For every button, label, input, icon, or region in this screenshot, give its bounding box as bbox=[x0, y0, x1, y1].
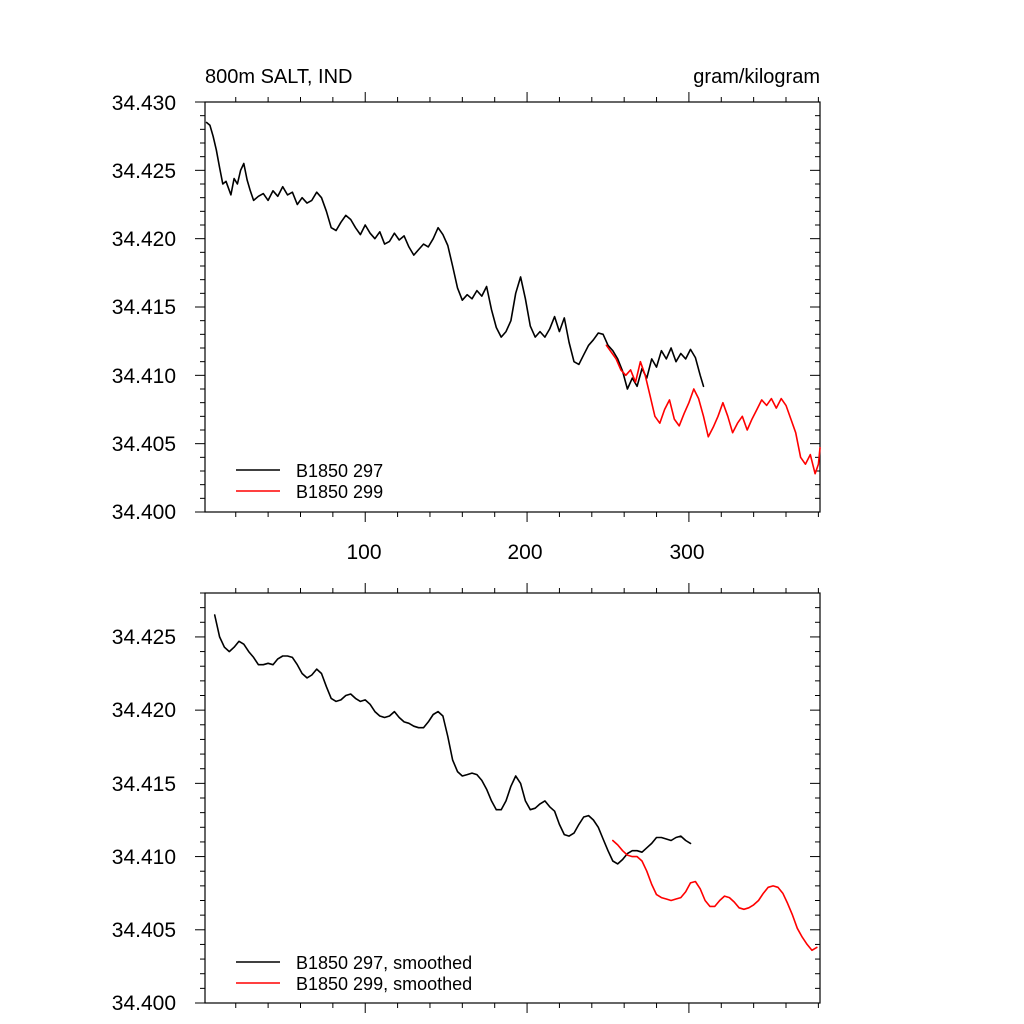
top-series-b1850-299-line bbox=[605, 344, 821, 475]
top-ytick-label-1: 34.405 bbox=[112, 433, 176, 456]
bottom-panel: 34.400 34.405 34.410 34.415 34.420 34.42… bbox=[112, 583, 821, 1015]
bottom-ytick-label-5: 34.425 bbox=[112, 626, 176, 649]
bottom-axis-ticks bbox=[195, 583, 820, 1013]
top-axis-ticks bbox=[195, 92, 820, 522]
top-legend-label-299: B1850 299 bbox=[296, 482, 383, 502]
top-ytick-label-2: 34.410 bbox=[112, 365, 176, 388]
bottom-legend-label-299: B1850 299, smoothed bbox=[296, 974, 472, 994]
bottom-legend: B1850 297, smoothed B1850 299, smoothed bbox=[236, 953, 472, 994]
bottom-ytick-label-4: 34.420 bbox=[112, 699, 176, 722]
top-x-tick-labels: 100 200 300 bbox=[346, 541, 704, 564]
top-ytick-label-5: 34.425 bbox=[112, 160, 176, 183]
bottom-y-tick-labels: 34.400 34.405 34.410 34.415 34.420 34.42… bbox=[112, 626, 176, 1015]
top-ytick-label-4: 34.420 bbox=[112, 228, 176, 251]
top-legend-label-297: B1850 297 bbox=[296, 461, 383, 481]
top-xtick-label-300: 300 bbox=[669, 541, 704, 564]
bottom-legend-label-297: B1850 297, smoothed bbox=[296, 953, 472, 973]
top-title-right: gram/kilogram bbox=[693, 66, 820, 88]
top-ytick-label-0: 34.400 bbox=[112, 501, 176, 524]
bottom-plot-frame bbox=[204, 592, 821, 1004]
bottom-ytick-label-0: 34.400 bbox=[112, 992, 176, 1015]
top-xtick-label-200: 200 bbox=[507, 541, 542, 564]
top-xtick-label-100: 100 bbox=[346, 541, 381, 564]
top-title-left: 800m SALT, IND bbox=[205, 66, 352, 88]
bottom-ytick-label-3: 34.415 bbox=[112, 773, 176, 796]
top-legend: B1850 297 B1850 299 bbox=[236, 461, 383, 502]
top-ytick-label-3: 34.415 bbox=[112, 296, 176, 319]
top-y-tick-labels: 34.400 34.405 34.410 34.415 34.420 34.42… bbox=[112, 92, 176, 524]
bottom-ytick-label-2: 34.410 bbox=[112, 846, 176, 869]
bottom-series-b1850-297-smoothed-line bbox=[213, 614, 692, 865]
top-panel: 800m SALT, IND gram/kilogram 34.400 34.4… bbox=[112, 66, 821, 564]
top-ytick-label-6: 34.430 bbox=[112, 92, 176, 115]
bottom-ytick-label-1: 34.405 bbox=[112, 919, 176, 942]
top-series-b1850-297-line bbox=[205, 121, 705, 390]
bottom-series-b1850-299-smoothed-line bbox=[612, 839, 818, 952]
